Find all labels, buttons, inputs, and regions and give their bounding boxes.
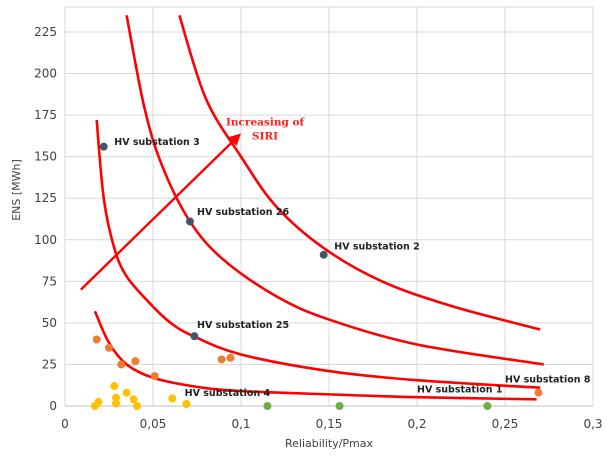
data-point-orange [226,353,235,362]
y-tick-label: 0 [49,399,57,413]
point-label: HV substation 3 [114,137,199,148]
data-point-yellow [133,402,142,410]
siri-curve [125,15,544,366]
arrow-head-icon [228,133,241,147]
data-points [90,142,543,410]
x-tick-label: 0 [61,417,69,431]
siri-curve [95,119,541,390]
data-point-dark [319,250,328,259]
data-point-yellow [129,395,138,404]
y-tick-label: 75 [42,274,57,288]
data-point-orange [92,335,101,344]
x-tick-label: 0,15 [316,417,343,431]
siri-curves [93,14,544,401]
data-point-orange [131,357,140,366]
data-point-yellow [94,397,103,406]
point-label: HV substation 4 [185,388,271,399]
data-point-orange [105,343,113,352]
data-point-green [483,402,492,410]
data-point-orange [534,388,543,397]
point-labels: HV substation 3 HV substation 26 HV substa… [114,137,591,399]
data-point-yellow [122,388,131,397]
point-label: HV substation 1 [417,385,502,396]
data-point-yellow [112,399,121,408]
y-tick-label: 100 [34,233,57,247]
y-tick-label: 50 [42,316,57,330]
x-tick-label: 0,25 [492,417,519,431]
x-tick-label: 0,2 [407,417,426,431]
data-point-yellow [168,394,177,403]
x-tick-label: 0,1 [231,417,250,431]
grid [64,6,594,407]
data-point-orange [117,360,126,369]
data-point-green [335,402,344,410]
tick-labels: 0 0,05 0,1 0,15 0,2 0,25 0,3 0 25 50 75 100 125 150 17… [34,25,602,431]
y-axis-label: ENS [MWh] [10,159,23,221]
data-point-yellow [110,382,119,391]
arrow-shaft [80,137,237,291]
siri-arrow: Increasing of SIRI [80,116,305,291]
siri-curve [178,14,541,331]
y-tick-label: 175 [34,108,57,122]
y-tick-label: 200 [34,67,57,81]
point-label: HV substation 26 [197,207,289,218]
y-tick-label: 25 [42,357,57,371]
point-label: HV substation 8 [505,375,591,386]
y-tick-label: 125 [34,191,57,205]
data-point-dark [190,332,199,341]
data-point-orange [150,372,159,381]
annotation-text: SIRI [252,130,278,142]
x-axis-label: Reliability/Pmax [285,437,374,450]
point-label: HV substation 25 [197,320,289,331]
data-point-yellow [112,393,121,402]
data-point-dark [99,142,108,151]
point-label: HV substation 2 [334,242,419,253]
x-tick-label: 0,3 [583,417,602,431]
annotation-text: Increasing of [226,116,305,128]
y-tick-label: 225 [34,25,57,39]
data-point-green [263,402,272,410]
siri-curve [93,310,537,401]
x-tick-label: 0,05 [140,417,167,431]
data-point-orange [217,355,226,364]
y-tick-label: 150 [34,150,57,164]
data-point-yellow [182,400,191,409]
data-point-dark [185,217,194,226]
